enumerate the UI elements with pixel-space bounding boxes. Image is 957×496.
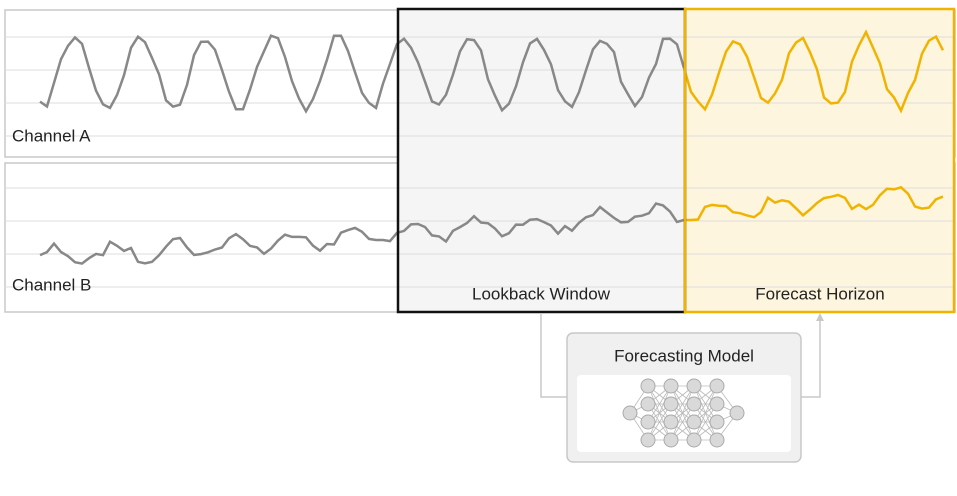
forecast-label: Forecast Horizon	[755, 284, 884, 303]
forecast-line	[684, 185, 944, 222]
net-node	[709, 432, 725, 448]
net-node	[729, 405, 745, 421]
net-node	[686, 414, 702, 430]
forecast-box	[683, 7, 956, 314]
net-node	[640, 432, 656, 448]
lookback-fill	[398, 9, 685, 312]
net-edge	[670, 385, 695, 441]
net-node	[709, 414, 725, 430]
network-icon	[622, 378, 745, 448]
channel-label: Channel B	[12, 275, 91, 294]
net-node	[709, 378, 725, 394]
model-title: Forecasting Model	[614, 346, 754, 365]
net-node	[663, 432, 679, 448]
connector	[801, 320, 821, 398]
net-node	[686, 378, 702, 394]
forecast-line	[682, 29, 945, 114]
net-node	[663, 414, 679, 430]
lookback-label: Lookback Window	[472, 284, 611, 303]
net-node	[640, 396, 656, 412]
net-node	[622, 405, 638, 421]
series	[39, 29, 945, 265]
net-node	[686, 396, 702, 412]
series-line	[39, 34, 686, 114]
arrow-head	[816, 313, 824, 321]
forecast-fill	[685, 9, 955, 312]
channel-label: Channel A	[12, 126, 91, 145]
net-node	[640, 414, 656, 430]
net-edge	[693, 385, 718, 441]
model-inner	[577, 375, 791, 452]
net-node	[663, 378, 679, 394]
connector	[540, 313, 567, 398]
net-edge	[647, 385, 672, 441]
net-node	[709, 396, 725, 412]
grid	[5, 36, 955, 288]
net-node	[663, 396, 679, 412]
net-node	[640, 378, 656, 394]
net-node	[686, 432, 702, 448]
series-line	[39, 202, 685, 265]
